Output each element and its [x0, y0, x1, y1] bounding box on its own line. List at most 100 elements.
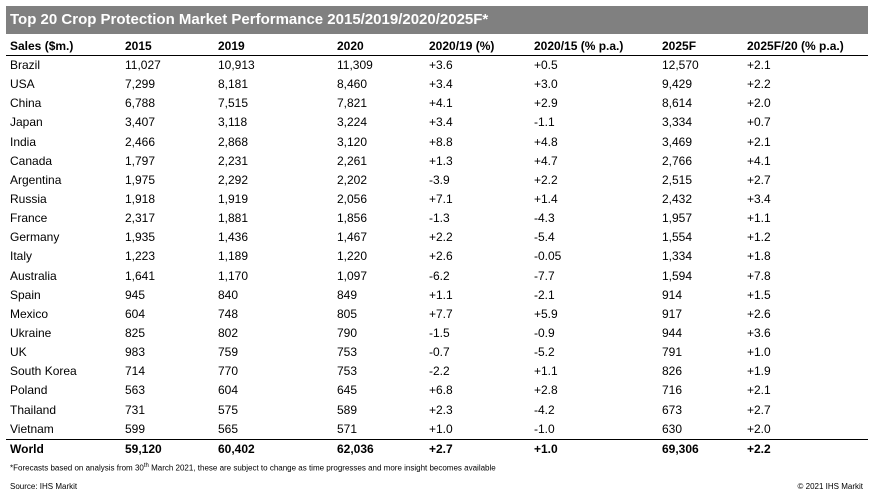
value-cell: 604 [218, 383, 239, 398]
value-cell: 645 [337, 383, 358, 398]
header-2015: 2015 [121, 36, 214, 56]
value-cell: 7,515 [218, 96, 249, 111]
value-cell: 1,170 [218, 268, 249, 283]
value-cell: 3,118 [218, 115, 248, 130]
table-row: USA 7,299 8,181 8,460 +3.4 +3.0 9,429 +2.2 [6, 75, 868, 94]
country-cell: Brazil [10, 58, 41, 73]
table-row: Vietnam 599 565 571 +1.0 -1.0 630 +2.0 [6, 420, 868, 440]
value-cell: 8,614 [662, 96, 693, 111]
value-cell: +7.1 [429, 192, 453, 207]
value-cell: -3.9 [429, 172, 450, 187]
value-cell: +1.3 [429, 153, 453, 168]
value-cell: +4.7 [534, 153, 558, 168]
value-cell: 8,460 [337, 77, 368, 92]
value-cell: 3,334 [662, 115, 693, 130]
value-cell: 12,570 [662, 58, 699, 73]
value-cell: 604 [125, 306, 146, 321]
table-row: UK 983 759 753 -0.7 -5.2 791 +1.0 [6, 343, 868, 362]
value-cell: +2.2 [743, 438, 868, 459]
value-cell: 1,935 [125, 230, 156, 245]
value-cell: +1.1 [534, 364, 558, 379]
country-cell: Australia [10, 268, 57, 283]
table-row: China 6,788 7,515 7,821 +4.1 +2.9 8,614 +2.0 [6, 94, 868, 113]
value-cell: 1,189 [218, 249, 249, 264]
value-cell: -4.2 [534, 402, 555, 417]
value-cell: 1,957 [662, 211, 693, 226]
table-row: Spain 945 840 849 +1.1 -2.1 914 +1.5 [6, 286, 868, 305]
table-row: Russia 1,918 1,919 2,056 +7.1 +1.4 2,432 +3.4 [6, 190, 868, 209]
value-cell: +1.5 [747, 287, 771, 302]
country-cell: World [6, 438, 121, 459]
value-cell: -2.1 [534, 287, 555, 302]
table-total-row: World 59,120 60,402 62,036 +2.7 +1.0 69,306 +2.… [6, 438, 868, 459]
header-2025f-20-cagr: 2025F/20 (% p.a.) [743, 36, 868, 56]
value-cell: 1,594 [662, 268, 693, 283]
table-row: Thailand 731 575 589 +2.3 -4.2 673 +2.7 [6, 401, 868, 420]
table-row: Japan 3,407 3,118 3,224 +3.4 -1.1 3,334 +0.7 [6, 113, 868, 132]
value-cell: 1,856 [337, 211, 368, 226]
value-cell: 917 [662, 306, 683, 321]
country-cell: South Korea [10, 364, 77, 379]
value-cell: +2.7 [747, 172, 771, 187]
country-cell: Italy [10, 249, 33, 264]
value-cell: +2.9 [534, 96, 558, 111]
value-cell: +1.2 [747, 230, 771, 245]
value-cell: 945 [125, 287, 146, 302]
country-cell: Russia [10, 192, 47, 207]
value-cell: -5.2 [534, 345, 555, 360]
value-cell: 1,334 [662, 249, 693, 264]
value-cell: +2.1 [747, 134, 771, 149]
country-cell: Ukraine [10, 326, 52, 341]
value-cell: 3,224 [337, 115, 368, 130]
value-cell: 1,975 [125, 172, 156, 187]
country-cell: Vietnam [10, 421, 54, 436]
value-cell: +3.6 [429, 58, 453, 73]
value-cell: 7,821 [337, 96, 368, 111]
value-cell: 1,220 [337, 249, 368, 264]
value-cell: 748 [218, 306, 239, 321]
table-body: Brazil 11,027 10,913 11,309 +3.6 +0.5 12,570 +2… [6, 56, 868, 459]
value-cell: 753 [337, 345, 358, 360]
value-cell: 849 [337, 287, 358, 302]
value-cell: 2,766 [662, 153, 693, 168]
value-cell: +1.9 [747, 364, 771, 379]
table-title: Top 20 Crop Protection Market Performanc… [6, 6, 868, 34]
value-cell: +2.7 [425, 438, 530, 459]
value-cell: +0.7 [747, 115, 771, 130]
value-cell: +0.5 [534, 58, 558, 73]
value-cell: 3,407 [125, 115, 156, 130]
value-cell: -6.2 [429, 268, 450, 283]
table-row: Poland 563 604 645 +6.8 +2.8 716 +2.1 [6, 381, 868, 400]
value-cell: 2,466 [125, 134, 156, 149]
value-cell: +3.0 [534, 77, 558, 92]
value-cell: 1,797 [125, 153, 156, 168]
value-cell: 759 [218, 345, 239, 360]
value-cell: -0.05 [534, 249, 562, 264]
value-cell: 2,868 [218, 134, 249, 149]
value-cell: 714 [125, 364, 146, 379]
value-cell: -1.3 [429, 211, 450, 226]
value-cell: 9,429 [662, 77, 693, 92]
value-cell: 1,918 [125, 192, 156, 207]
value-cell: +2.2 [747, 77, 771, 92]
value-cell: +2.8 [534, 383, 558, 398]
value-cell: 11,027 [125, 58, 161, 73]
crop-protection-table: Sales ($m.) 2015 2019 2020 2020/19 (%) 2… [6, 36, 868, 459]
country-cell: Thailand [10, 402, 57, 417]
value-cell: 826 [662, 364, 683, 379]
value-cell: 805 [337, 306, 358, 321]
value-cell: +2.1 [747, 383, 771, 398]
value-cell: 6,788 [125, 96, 156, 111]
value-cell: +8.8 [429, 134, 453, 149]
value-cell: +1.1 [429, 287, 453, 302]
value-cell: -0.9 [534, 326, 555, 341]
value-cell: +6.8 [429, 383, 453, 398]
value-cell: -7.7 [534, 268, 555, 283]
value-cell: 840 [218, 287, 239, 302]
header-sales: Sales ($m.) [6, 36, 121, 56]
value-cell: +2.2 [429, 230, 453, 245]
value-cell: 1,467 [337, 230, 368, 245]
header-2020-19-change: 2020/19 (%) [425, 36, 530, 56]
value-cell: 914 [662, 287, 683, 302]
value-cell: 10,913 [218, 58, 255, 73]
